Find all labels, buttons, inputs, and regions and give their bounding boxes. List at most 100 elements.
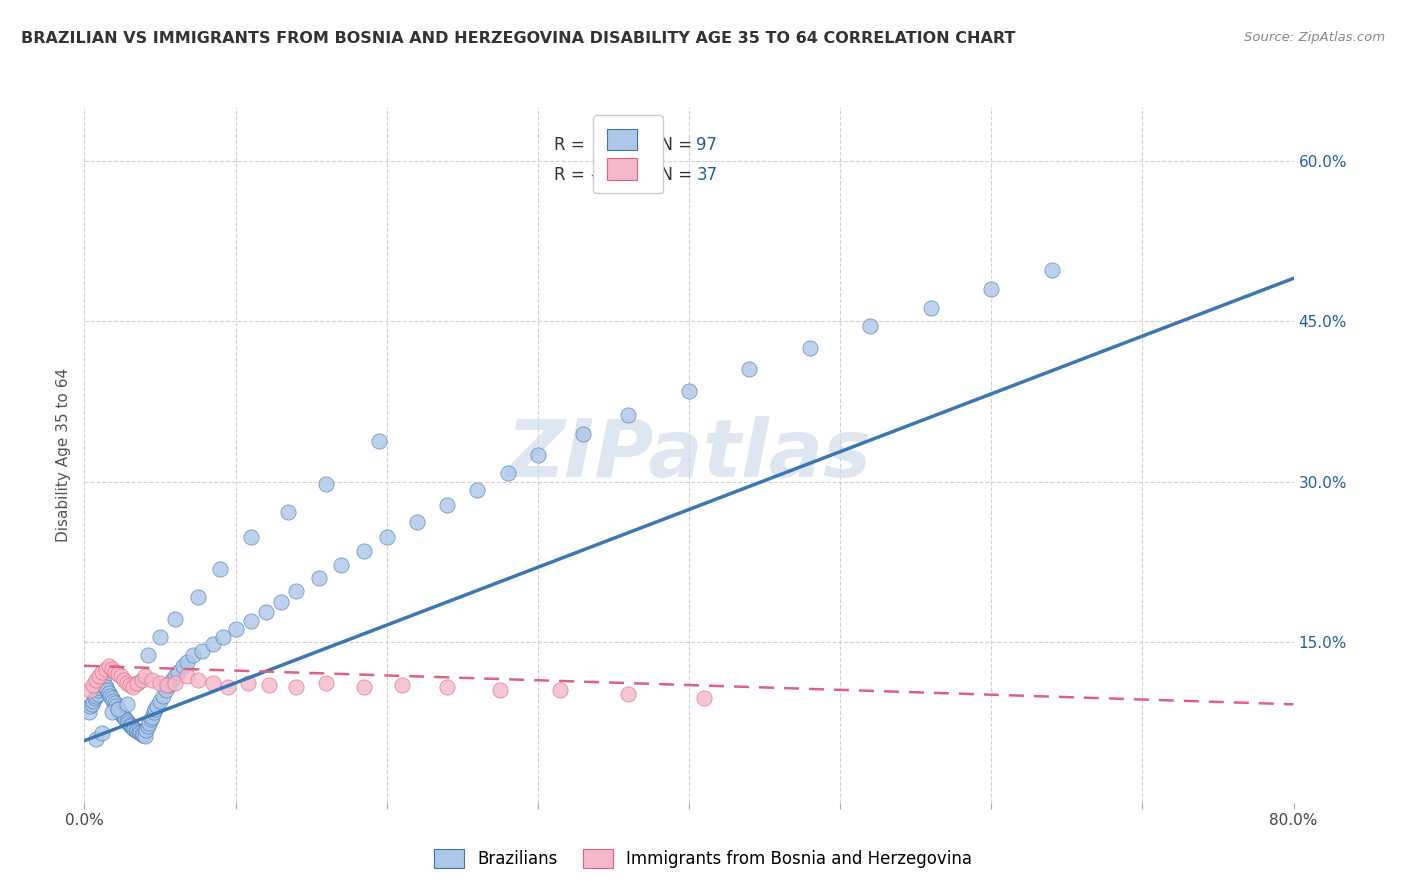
Point [100,662,122,676]
Point [86,673,108,687]
Point [146,699,169,714]
Text: BRAZILIAN VS IMMIGRANTS FROM BOSNIA AND HERZEGOVINA DISABILITY AGE 35 TO 64 CORR: BRAZILIAN VS IMMIGRANTS FROM BOSNIA AND … [21,31,1015,46]
Point [217,680,239,694]
Text: Source: ZipAtlas.com: Source: ZipAtlas.com [1244,31,1385,45]
Point [136,719,159,733]
Point [97,658,120,673]
Point [165,676,187,690]
Point [101,694,124,708]
Point [110,706,132,721]
Point [165,612,187,626]
Point [308,571,330,585]
Point [156,678,179,692]
Point [149,676,172,690]
Text: 0.623: 0.623 [595,136,643,154]
Point [82,694,104,708]
Point [550,683,572,698]
Text: -0.067: -0.067 [589,166,643,185]
Point [115,698,138,712]
Legend: Brazilians, Immigrants from Bosnia and Herzegovina: Brazilians, Immigrants from Bosnia and H… [427,842,979,875]
Point [141,710,163,724]
Point [201,637,224,651]
Point [107,701,129,715]
Point [859,319,882,334]
Point [135,723,157,737]
Point [129,726,152,740]
Y-axis label: Disability Age 35 to 64: Disability Age 35 to 64 [56,368,72,542]
Point [920,301,942,316]
Point [172,658,194,673]
Point [107,667,129,681]
Point [93,676,115,690]
Point [368,434,391,448]
Point [82,678,104,692]
Point [176,669,198,683]
Point [799,341,821,355]
Point [693,690,716,705]
Point [117,715,139,730]
Point [191,644,214,658]
Point [131,673,153,687]
Point [104,665,127,680]
Point [118,717,141,731]
Point [100,690,122,705]
Point [254,605,277,619]
Point [89,683,111,698]
Text: R =: R = [554,166,589,185]
Point [436,680,458,694]
Point [107,701,129,715]
Text: 37: 37 [696,166,717,185]
Point [136,648,159,662]
Point [330,558,353,573]
Point [187,673,209,687]
Point [128,725,150,739]
Point [134,730,156,744]
Point [86,689,108,703]
Point [375,530,398,544]
Text: N =: N = [650,136,697,154]
Point [391,678,413,692]
Point [980,282,1002,296]
Point [79,683,101,698]
Point [127,676,149,690]
Point [118,678,141,692]
Point [277,505,299,519]
Point [149,630,172,644]
Point [678,384,700,398]
Point [105,699,128,714]
Point [165,669,187,683]
Point [79,699,101,714]
Point [104,696,127,710]
Point [114,712,136,726]
Point [115,676,138,690]
Legend: , : , [593,115,664,194]
Point [94,662,117,676]
Point [489,683,512,698]
Point [239,530,262,544]
Point [157,678,180,692]
Point [155,683,177,698]
Text: R =: R = [554,136,589,154]
Point [406,516,429,530]
Point [80,698,103,712]
Point [142,705,165,719]
Point [225,623,247,637]
Point [149,694,172,708]
Point [98,689,121,703]
Text: 97: 97 [696,136,717,154]
Point [353,680,375,694]
Point [121,721,143,735]
Point [145,701,167,715]
Point [84,690,107,705]
Point [112,710,135,724]
Point [131,727,153,741]
Point [209,562,232,576]
Point [467,483,489,498]
Point [97,685,120,699]
Point [285,680,308,694]
Point [527,448,550,462]
Point [315,676,337,690]
Point [141,673,163,687]
Point [86,731,108,746]
Point [239,614,262,628]
